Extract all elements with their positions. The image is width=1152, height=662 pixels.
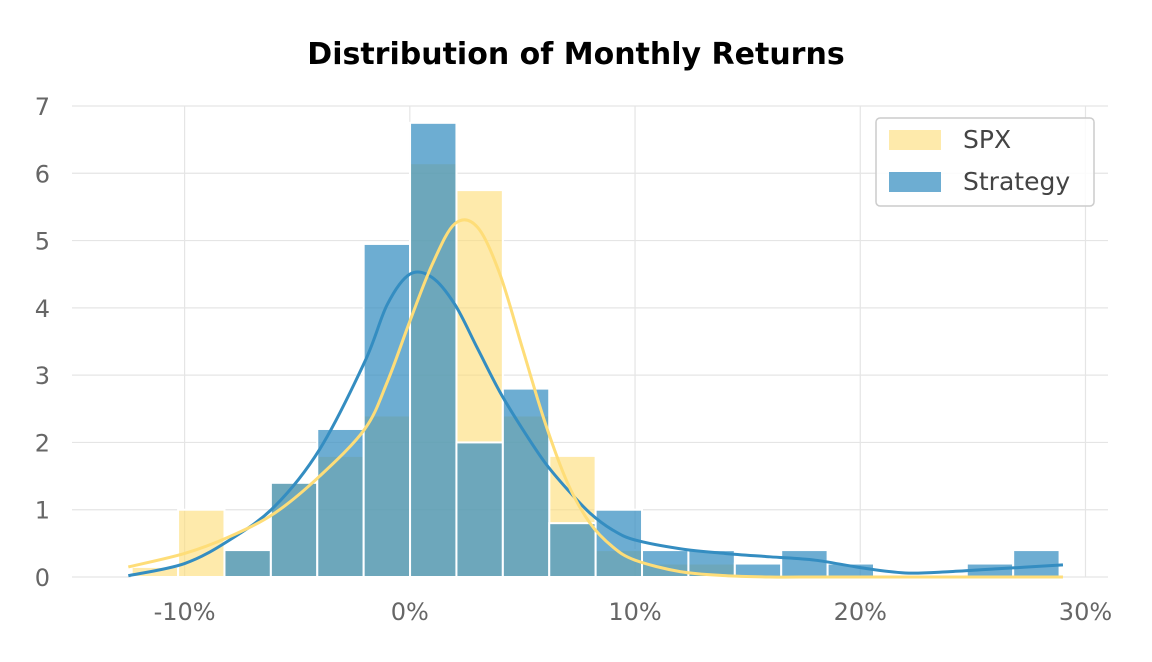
strategy-bars	[223, 121, 1061, 579]
strategy-bar	[594, 508, 644, 579]
y-tick-label: 6	[35, 160, 50, 188]
strategy-bar	[223, 549, 272, 578]
y-tick-label: 5	[35, 228, 50, 256]
legend-swatch-strategy	[889, 172, 941, 192]
y-tick-label: 7	[35, 93, 50, 121]
legend-label-strategy: Strategy	[963, 167, 1070, 196]
x-tick-label: 30%	[1059, 598, 1112, 626]
strategy-bar	[362, 242, 412, 579]
y-axis-ticks: 0 1 2 3 4 5 6 7	[35, 93, 50, 592]
legend-swatch-spx	[889, 130, 941, 150]
y-tick-label: 0	[35, 564, 50, 592]
legend-label-spx: SPX	[963, 125, 1011, 154]
strategy-bar	[316, 427, 365, 578]
strategy-bar	[1012, 549, 1061, 578]
kde-curves	[127, 218, 1064, 579]
strategy-bar	[548, 522, 597, 579]
x-tick-label: 20%	[834, 598, 887, 626]
y-tick-label: 2	[35, 429, 50, 457]
x-axis-ticks: -10% 0% 10% 20% 30%	[154, 598, 1113, 626]
y-tick-label: 1	[35, 497, 50, 525]
strategy-bar	[780, 549, 829, 578]
gridlines	[72, 105, 1108, 578]
y-tick-label: 4	[35, 295, 50, 323]
x-tick-label: 10%	[608, 598, 661, 626]
y-tick-label: 3	[35, 362, 50, 390]
strategy-bar	[501, 387, 551, 578]
strategy-bar	[455, 441, 504, 578]
strategy-bar	[409, 121, 458, 578]
legend: SPX Strategy	[875, 117, 1095, 207]
spx-kde-line	[127, 218, 1063, 579]
x-tick-label: -10%	[154, 598, 216, 626]
x-tick-label: 0%	[391, 598, 429, 626]
chart-title: Distribution of Monthly Returns	[307, 37, 844, 72]
strategy-kde-line	[127, 270, 1064, 578]
